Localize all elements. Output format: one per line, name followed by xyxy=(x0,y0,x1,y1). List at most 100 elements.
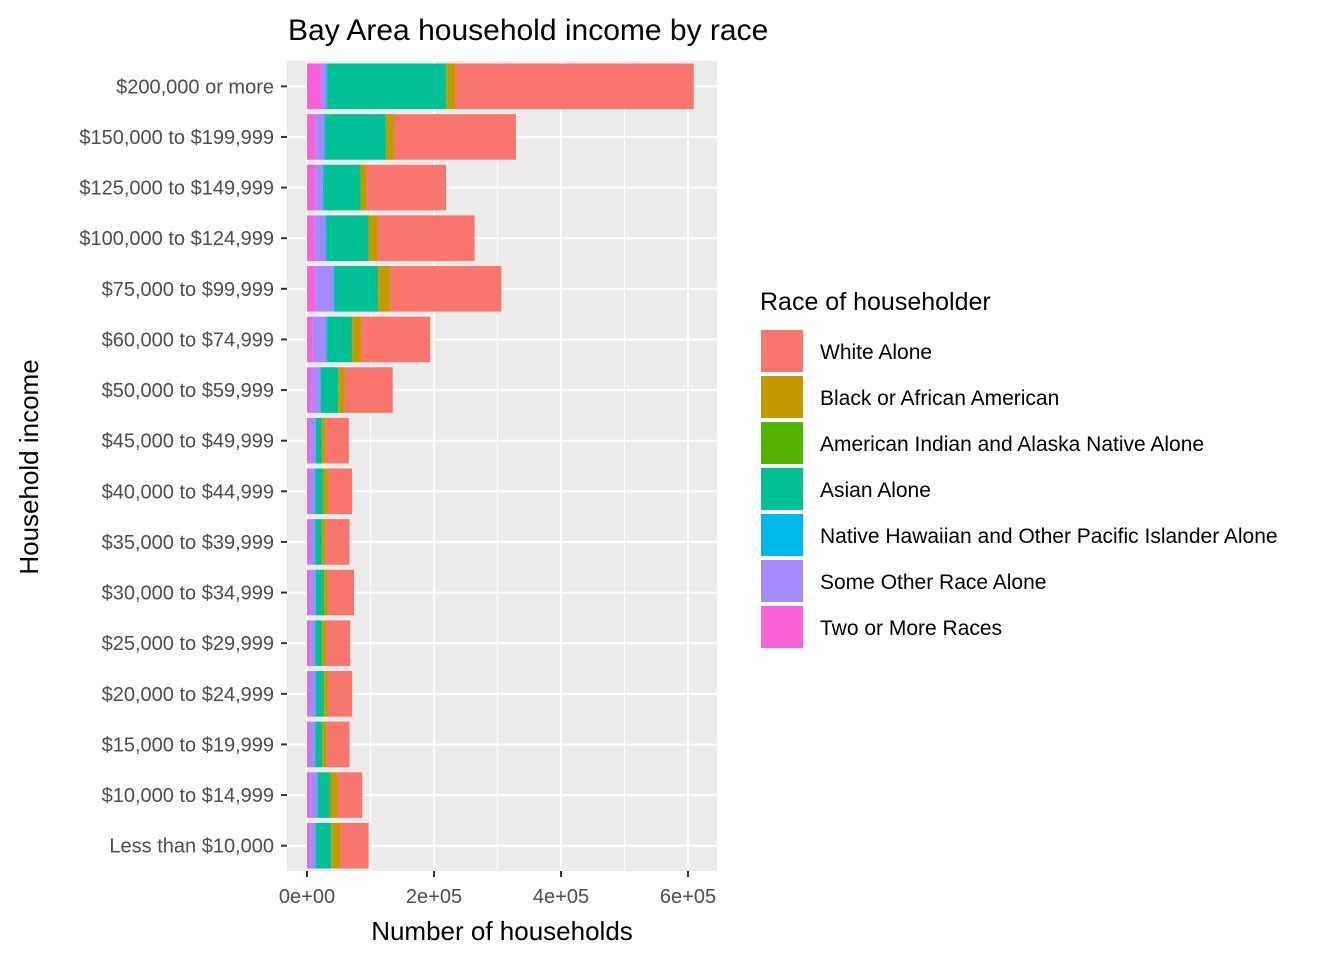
bar-segment xyxy=(322,721,323,768)
bar-segment xyxy=(326,721,350,768)
chart-title: Bay Area household income by race xyxy=(288,14,768,47)
bar-segment xyxy=(446,63,456,110)
bar-segment xyxy=(352,316,361,363)
bar-segment xyxy=(360,164,361,211)
bar-segment xyxy=(312,316,327,363)
y-axis: $200,000 or more $150,000 to $199,999 $125… xyxy=(79,76,287,858)
bar-segment xyxy=(327,468,353,515)
x-tick-label: 4e+05 xyxy=(533,886,589,908)
bar-segment xyxy=(315,266,334,312)
y-tick-label: $150,000 to $199,999 xyxy=(79,127,274,149)
bar-segment xyxy=(323,468,328,515)
bar-segment xyxy=(322,468,324,515)
bar-segment xyxy=(327,63,447,110)
bar-segment xyxy=(324,671,328,717)
legend-label: Some Other Race Alone xyxy=(820,571,1046,594)
bar-segment xyxy=(315,569,324,616)
bar-segment xyxy=(344,367,393,413)
bar-segment xyxy=(323,569,325,616)
y-axis-title: Household income xyxy=(14,359,44,574)
bar-segment xyxy=(446,63,447,110)
x-tick-label: 6e+05 xyxy=(660,886,716,908)
bar-segment xyxy=(310,772,318,818)
bars xyxy=(307,63,694,869)
bar-segment xyxy=(315,519,322,565)
legend-swatch xyxy=(761,330,803,372)
bar-segment xyxy=(325,215,327,261)
y-tick-label: $50,000 to $59,999 xyxy=(102,380,274,402)
bar-segment xyxy=(307,772,311,818)
legend-label: White Alone xyxy=(820,341,932,364)
bar-segment xyxy=(327,671,353,717)
bar-segment xyxy=(307,164,316,211)
legend: Race of householder White Alone Black or … xyxy=(760,288,1278,648)
bar-segment xyxy=(338,367,345,413)
bar-segment xyxy=(309,721,315,768)
y-tick-label: $60,000 to $74,999 xyxy=(102,329,274,351)
bar-segment xyxy=(310,822,316,869)
bar-segment xyxy=(320,63,327,110)
bar-segment xyxy=(317,772,319,818)
bar-segment xyxy=(324,114,326,160)
bar-segment xyxy=(366,164,447,211)
bar-segment xyxy=(315,114,325,160)
bar-segment xyxy=(307,266,316,312)
bar-segment xyxy=(324,164,361,211)
bar-segment xyxy=(322,417,326,464)
bar-segment xyxy=(327,316,352,363)
bar-segment xyxy=(329,772,331,818)
bar-segment xyxy=(326,620,351,666)
bar-segment xyxy=(331,822,332,869)
bar-segment xyxy=(307,468,310,515)
legend-swatch xyxy=(761,514,803,556)
legend-label: Asian Alone xyxy=(820,479,931,502)
bar-segment xyxy=(315,417,322,464)
bar-segment xyxy=(322,519,326,565)
legend-label: Native Hawaiian and Other Pacific Island… xyxy=(820,525,1278,548)
bar-segment xyxy=(315,620,322,666)
bar-segment xyxy=(315,822,317,869)
bar-segment xyxy=(325,114,386,160)
bar-segment xyxy=(309,468,315,515)
x-axis-title: Number of households xyxy=(371,916,633,946)
y-tick-label: $10,000 to $14,999 xyxy=(102,785,274,807)
bar-segment xyxy=(322,620,327,666)
bar-segment xyxy=(337,772,363,818)
bar-segment xyxy=(315,721,323,768)
bar-segment xyxy=(309,671,316,717)
bar-segment xyxy=(314,468,316,515)
y-tick-label: $35,000 to $39,999 xyxy=(102,532,274,554)
x-tick-label: 2e+05 xyxy=(406,886,462,908)
bar-segment xyxy=(330,772,338,818)
bar-segment xyxy=(390,266,502,312)
bar-segment xyxy=(321,519,323,565)
bar-segment xyxy=(324,569,328,616)
legend-swatch xyxy=(761,376,803,418)
y-tick-label: Less than $10,000 xyxy=(109,836,274,858)
legend-label: Black or African American xyxy=(820,387,1059,410)
bar-segment xyxy=(326,63,328,110)
y-tick-label: $45,000 to $49,999 xyxy=(102,431,274,453)
bar-segment xyxy=(326,316,328,363)
bar-segment xyxy=(310,569,316,616)
bar-segment xyxy=(314,215,326,261)
y-tick-label: $20,000 to $24,999 xyxy=(102,684,274,706)
bar-segment xyxy=(377,266,379,312)
bar-segment xyxy=(325,417,349,464)
y-tick-label: $75,000 to $99,999 xyxy=(102,279,274,301)
bar-segment xyxy=(327,569,354,616)
bar-segment xyxy=(331,822,341,869)
y-tick-label: $30,000 to $34,999 xyxy=(102,583,274,605)
bar-segment xyxy=(315,468,323,515)
bar-segment xyxy=(367,215,369,261)
bar-segment xyxy=(318,772,330,818)
bar-segment xyxy=(315,671,317,717)
bar-segment xyxy=(307,417,311,464)
y-tick-label: $100,000 to $124,999 xyxy=(79,228,274,250)
bar-segment xyxy=(333,266,335,312)
bar-segment xyxy=(340,822,369,869)
y-tick-label: $200,000 or more xyxy=(116,76,274,98)
bar-segment xyxy=(322,721,327,768)
bar-segment xyxy=(310,620,315,666)
